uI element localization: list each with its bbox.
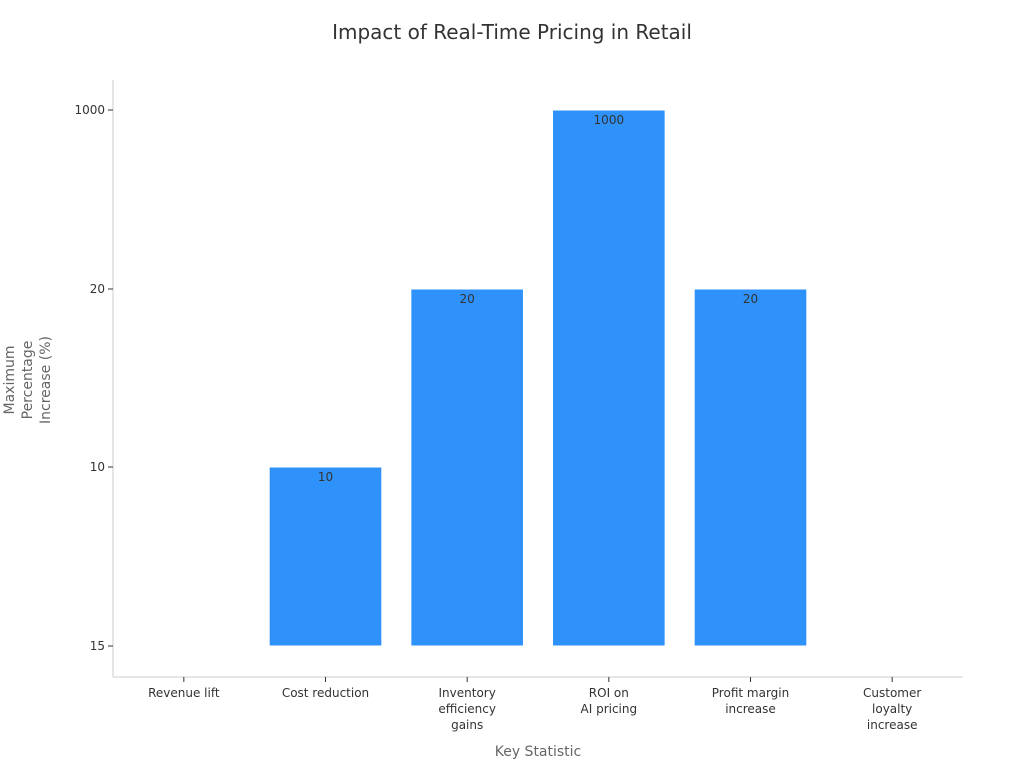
chart-axes [112, 80, 963, 678]
x-axis-title: Key Statistic [495, 744, 582, 760]
x-category-label: Inventory efficiency gains [438, 686, 496, 732]
bar [552, 109, 666, 647]
bar-data-label: 10 [318, 470, 333, 484]
x-category-label: Cost reduction [282, 686, 369, 700]
bar-series: 10 20 1000 20 [268, 109, 808, 647]
x-category-labels: Revenue lift Cost reduction Inventory effic… [148, 686, 921, 732]
x-category-label: Customer loyalty increase [863, 686, 921, 732]
tick-labels: 15 10 20 1000 [74, 103, 893, 682]
bar-data-label: 20 [743, 292, 758, 306]
bar-data-label: 20 [460, 292, 475, 306]
chart-title: Impact of Real-Time Pricing in Retail [332, 20, 692, 44]
x-category-label: ROI on AI pricing [581, 686, 638, 716]
bar [693, 288, 808, 647]
y-tick-label: 15 [90, 639, 105, 653]
bar [268, 466, 383, 647]
y-tick-label: 10 [90, 460, 105, 474]
bar [410, 288, 524, 647]
y-tick-label: 20 [90, 282, 105, 296]
x-category-label: Revenue lift [148, 686, 220, 700]
y-tick-label: 1000 [74, 103, 105, 117]
x-category-label: Profit margin increase [712, 686, 789, 716]
y-axis-title: Maximum Percentage Increase (%) [2, 336, 54, 424]
bar-data-label: 1000 [594, 113, 625, 127]
